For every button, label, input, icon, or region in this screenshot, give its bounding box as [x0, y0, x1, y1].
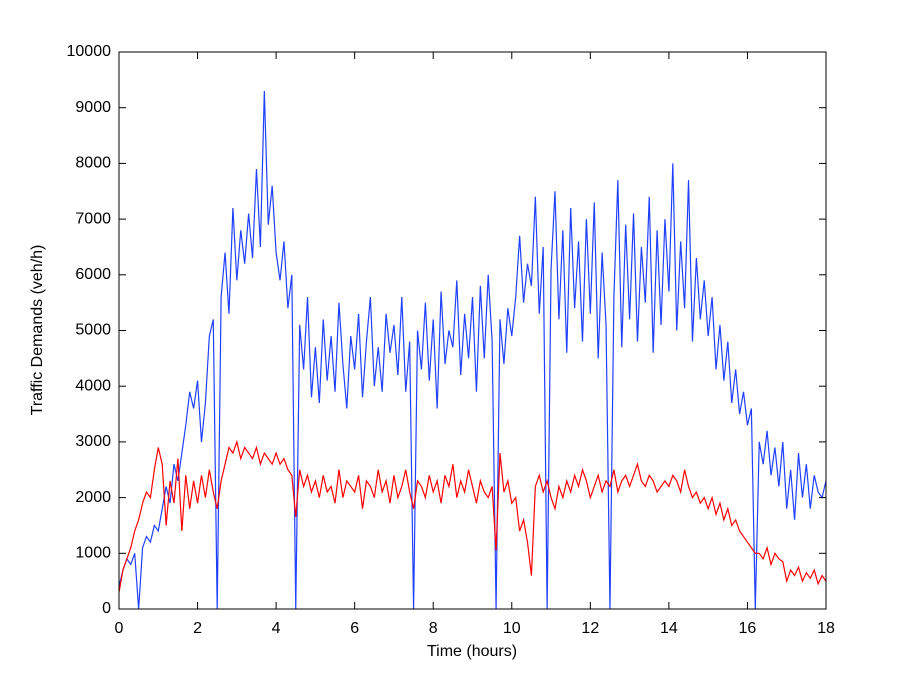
y-axis-label: Traffic Demands (veh/h) [29, 245, 46, 416]
x-tick-label: 16 [739, 620, 757, 637]
x-tick-label: 10 [503, 620, 521, 637]
y-tick-label: 6000 [75, 266, 111, 283]
series-line [118, 90, 827, 610]
x-tick-label: 14 [660, 620, 678, 637]
y-tick-label: 9000 [75, 99, 111, 116]
y-tick-label: 5000 [75, 322, 111, 339]
y-tick-label: 0 [102, 600, 111, 617]
x-tick-label: 6 [350, 620, 359, 637]
x-tick-label: 2 [193, 620, 202, 637]
y-tick-label: 3000 [75, 433, 111, 450]
y-tick-label: 10000 [67, 43, 112, 60]
y-tick-label: 7000 [75, 210, 111, 227]
y-tick-label: 2000 [75, 489, 111, 506]
y-tick-label: 4000 [75, 377, 111, 394]
x-tick-label: 12 [581, 620, 599, 637]
y-tick-label: 8000 [75, 155, 111, 172]
y-tick-label: 1000 [75, 545, 111, 562]
x-tick-label: 4 [272, 620, 281, 637]
series-line [118, 439, 827, 593]
x-tick-label: 0 [115, 620, 124, 637]
x-axis-label: Time (hours) [427, 643, 517, 660]
x-tick-label: 18 [817, 620, 835, 637]
x-tick-label: 8 [429, 620, 438, 637]
